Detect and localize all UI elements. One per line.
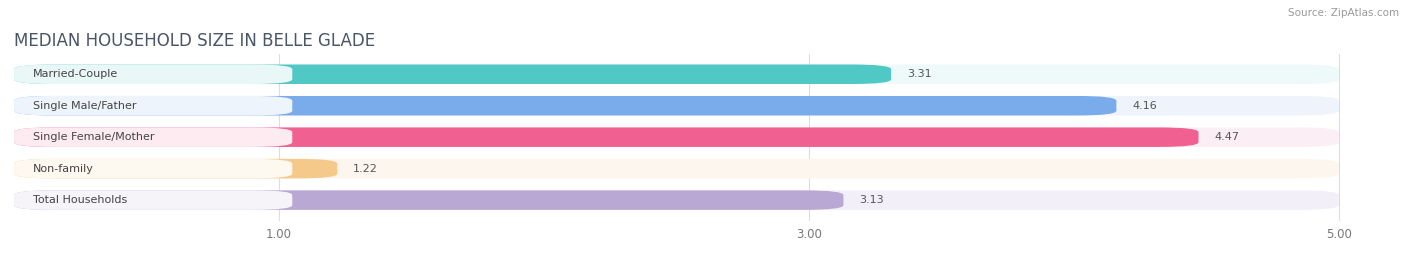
- Text: 4.16: 4.16: [1132, 101, 1157, 111]
- Text: Total Households: Total Households: [32, 195, 127, 205]
- FancyBboxPatch shape: [14, 128, 1339, 147]
- FancyBboxPatch shape: [14, 65, 292, 84]
- FancyBboxPatch shape: [14, 96, 1116, 115]
- FancyBboxPatch shape: [14, 65, 891, 84]
- FancyBboxPatch shape: [14, 190, 292, 210]
- FancyBboxPatch shape: [14, 128, 292, 147]
- FancyBboxPatch shape: [14, 128, 1198, 147]
- Text: 3.31: 3.31: [907, 69, 932, 79]
- Text: Married-Couple: Married-Couple: [32, 69, 118, 79]
- FancyBboxPatch shape: [14, 159, 337, 178]
- Text: Non-family: Non-family: [32, 164, 93, 174]
- FancyBboxPatch shape: [14, 190, 1339, 210]
- FancyBboxPatch shape: [14, 65, 1339, 84]
- FancyBboxPatch shape: [14, 96, 292, 115]
- Text: Single Male/Father: Single Male/Father: [32, 101, 136, 111]
- FancyBboxPatch shape: [14, 96, 1339, 115]
- Text: 4.47: 4.47: [1215, 132, 1240, 142]
- Text: Single Female/Mother: Single Female/Mother: [32, 132, 155, 142]
- Text: 3.13: 3.13: [859, 195, 884, 205]
- Text: MEDIAN HOUSEHOLD SIZE IN BELLE GLADE: MEDIAN HOUSEHOLD SIZE IN BELLE GLADE: [14, 33, 375, 51]
- FancyBboxPatch shape: [14, 159, 292, 178]
- FancyBboxPatch shape: [14, 159, 1339, 178]
- Text: Source: ZipAtlas.com: Source: ZipAtlas.com: [1288, 8, 1399, 18]
- FancyBboxPatch shape: [14, 190, 844, 210]
- Text: 1.22: 1.22: [353, 164, 378, 174]
